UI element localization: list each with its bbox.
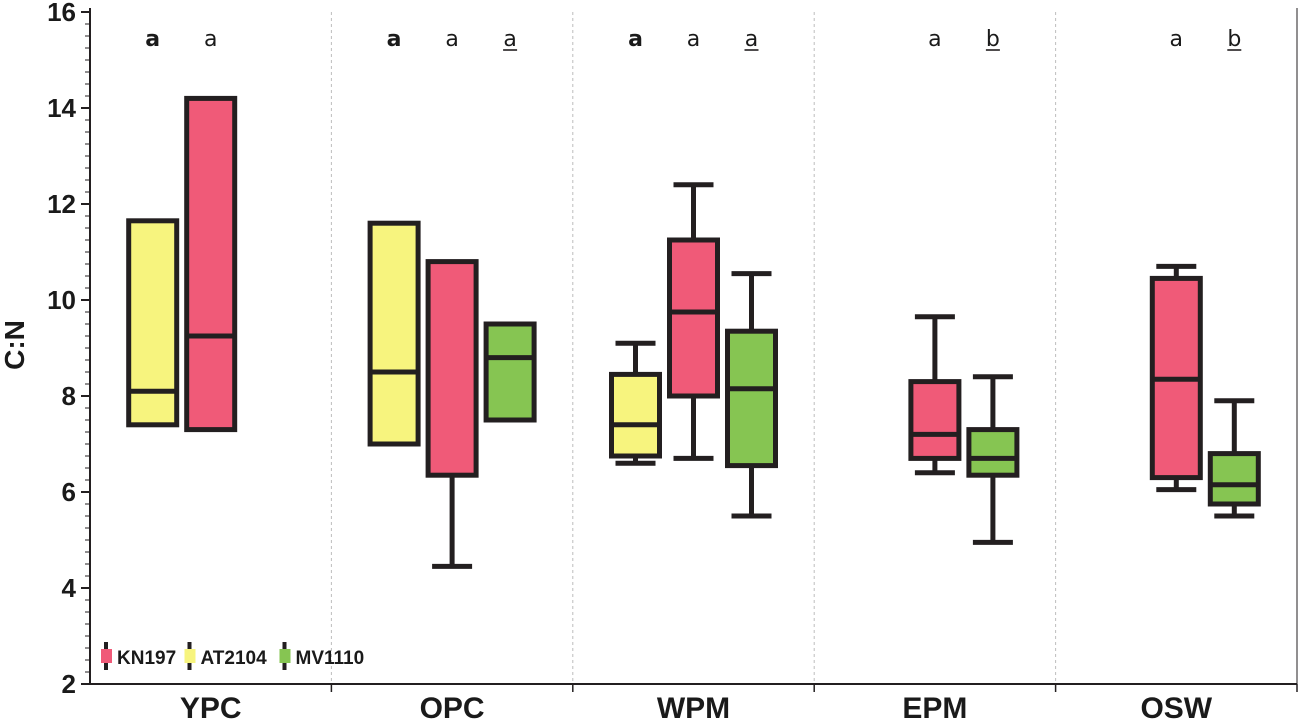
x-tick-label: WPM [657, 692, 730, 720]
box-body [425, 259, 479, 478]
x-tick-label: OSW [1140, 692, 1212, 720]
significance-letter: a [1170, 27, 1183, 52]
significance-letter: a [745, 27, 758, 52]
box-osw-kn197 [1149, 263, 1203, 493]
box-body [908, 379, 962, 461]
y-tick-label: 2 [62, 669, 76, 699]
box-body [966, 427, 1020, 478]
legend-label: AT2104 [201, 648, 268, 669]
box-layer [126, 95, 1261, 569]
significance-letter: a [445, 27, 458, 52]
box-osw-mv1110 [1207, 398, 1261, 519]
significance-letter: a [928, 27, 941, 52]
box-ypc-at2104 [126, 218, 180, 428]
significance-letter: a [687, 27, 700, 52]
legend-swatch [184, 649, 196, 663]
box-wpm-mv1110 [725, 271, 778, 519]
significance-letter: a [204, 27, 217, 52]
legend-item-at2104: AT2104 [184, 642, 268, 670]
box-body [483, 321, 537, 423]
y-tick-label: 6 [62, 477, 76, 507]
box-body [725, 328, 778, 469]
significance-letter: a [503, 27, 516, 52]
y-axis-label: C:N [0, 320, 30, 370]
x-tick-label: OPC [420, 692, 485, 720]
box-epm-kn197 [908, 314, 962, 476]
box-wpm-at2104 [609, 340, 662, 466]
y-tick-label: 12 [47, 189, 76, 219]
box-body [367, 220, 421, 447]
box-epm-mv1110 [966, 374, 1020, 545]
significance-letter: a [387, 27, 402, 52]
box-body [1207, 451, 1261, 507]
y-tick-label: 4 [62, 573, 77, 603]
significance-letter: a [628, 27, 643, 52]
legend-item-kn197: KN197 [101, 642, 176, 670]
box-ypc-kn197 [184, 95, 238, 433]
legend-swatch [279, 649, 291, 663]
box-body [126, 218, 180, 428]
box-opc-mv1110 [483, 321, 537, 423]
axis-layer: 2 4 6 8 10 12 14 16 YPC OPC WPM EPM OSW [47, 0, 1298, 720]
y-tick-label: 10 [47, 285, 76, 315]
box-body [609, 371, 662, 459]
y-tick-label: 14 [47, 93, 76, 123]
grid-layer [330, 12, 1057, 684]
x-tick-label: EPM [902, 692, 967, 720]
legend-label: KN197 [117, 648, 176, 669]
legend: KN197 AT2104 MV1110 [101, 642, 364, 670]
legend-swatch [101, 649, 112, 663]
box-body [184, 95, 238, 433]
significance-letter: b [1227, 27, 1241, 52]
significance-letter: b [986, 27, 1000, 52]
box-opc-kn197 [425, 259, 479, 569]
legend-label: MV1110 [296, 648, 365, 669]
legend-item-mv1110: MV1110 [279, 642, 365, 670]
x-tick-label: YPC [180, 692, 242, 720]
y-tick-label: 8 [62, 381, 76, 411]
box-opc-at2104 [367, 220, 421, 447]
significance-letter: a [145, 27, 160, 52]
box-wpm-kn197 [667, 182, 720, 461]
box-body [667, 237, 720, 399]
y-tick-label: 16 [47, 0, 76, 27]
